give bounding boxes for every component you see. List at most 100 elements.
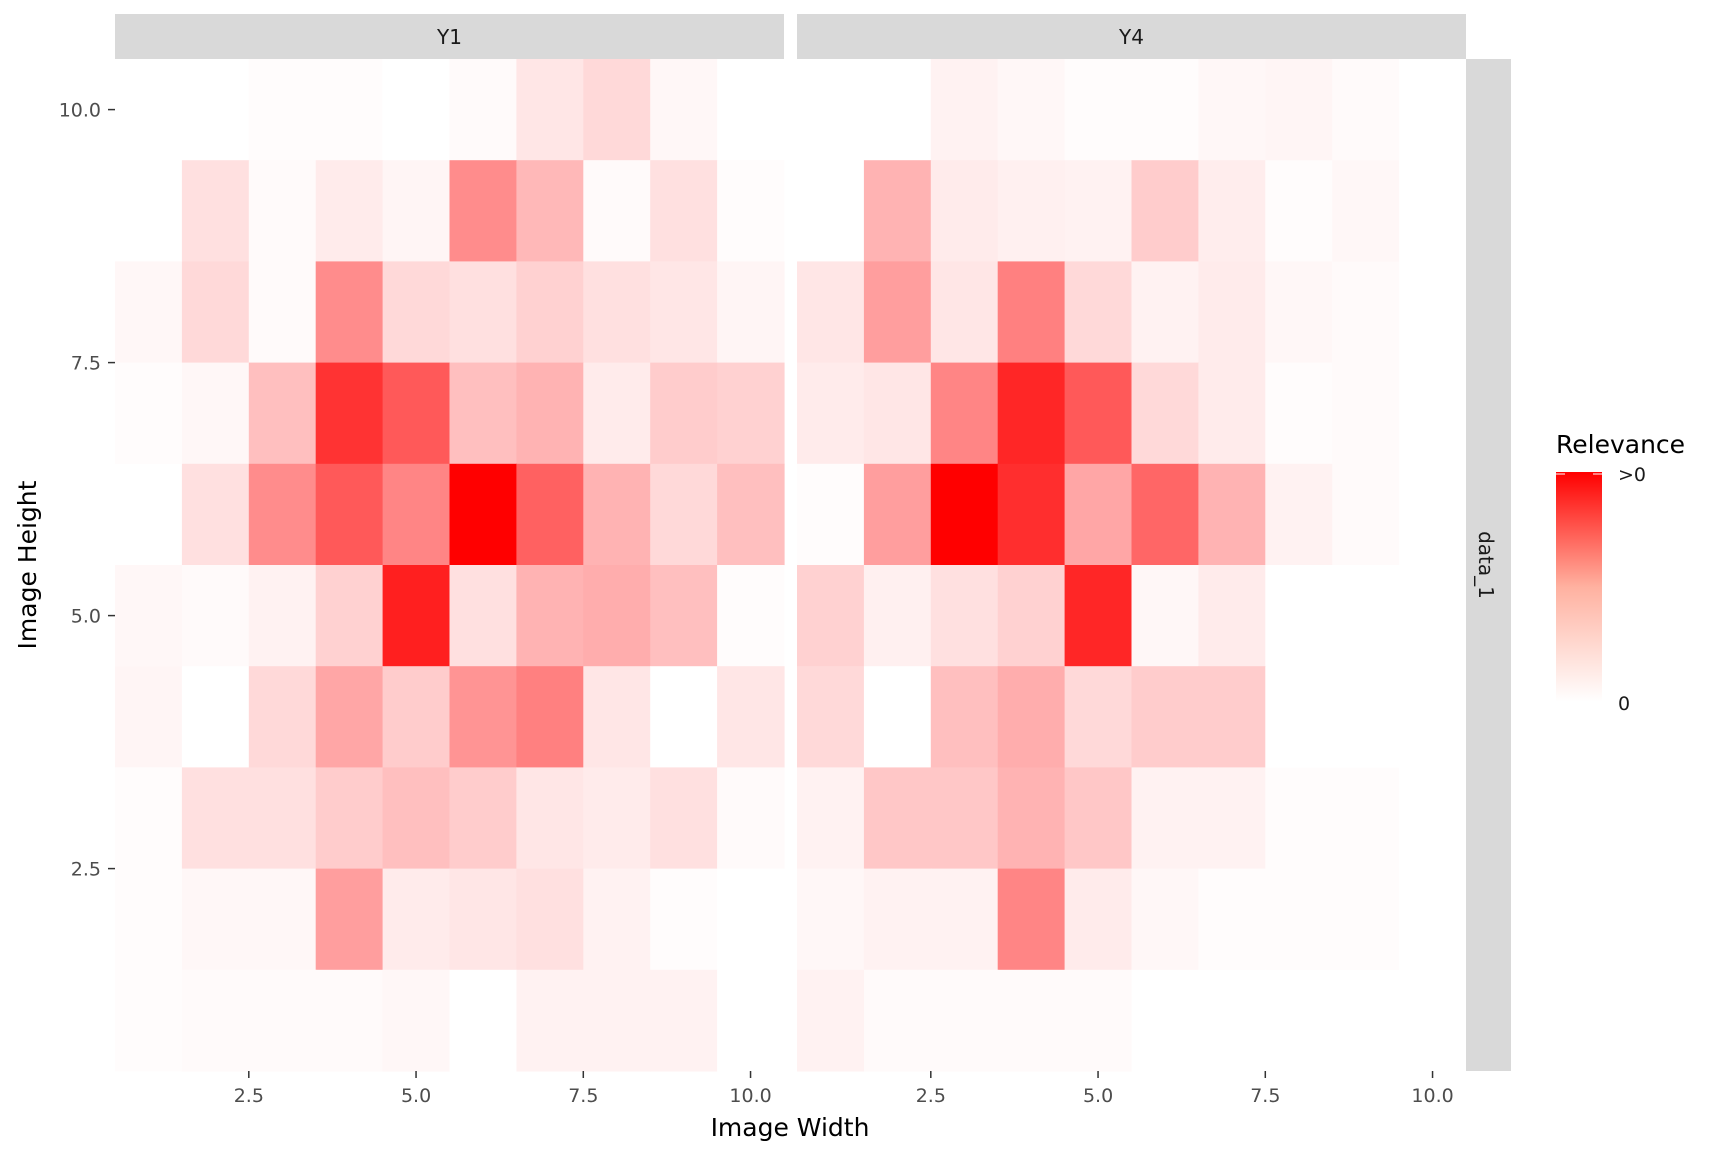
y-tick-label: 7.5 bbox=[71, 353, 101, 375]
heatmap-cell bbox=[863, 463, 932, 566]
x-tick-label: 5.0 bbox=[1083, 1085, 1113, 1107]
heatmap-cell bbox=[1399, 160, 1467, 262]
heatmap-cell bbox=[181, 969, 250, 1072]
heatmap-cell bbox=[797, 969, 865, 1072]
heatmap-cell bbox=[1198, 969, 1266, 1072]
heatmap-cell bbox=[863, 565, 932, 667]
x-tick-label: 10.0 bbox=[729, 1085, 771, 1107]
heatmap-cell bbox=[930, 362, 999, 465]
heatmap-cell bbox=[516, 666, 584, 768]
heatmap-cell bbox=[997, 666, 1066, 768]
heatmap-cell bbox=[650, 362, 718, 465]
heatmap-cell bbox=[930, 463, 999, 566]
heatmap-cell bbox=[997, 261, 1066, 364]
heatmap-cell bbox=[1332, 666, 1400, 768]
heatmap-cell bbox=[650, 565, 718, 667]
heatmap-cell bbox=[449, 565, 517, 667]
heatmap-cell bbox=[1198, 59, 1266, 161]
heatmap-cell bbox=[1332, 767, 1400, 870]
heatmap-cell bbox=[583, 666, 651, 768]
heatmap-cell bbox=[181, 767, 250, 870]
heatmap-cell bbox=[248, 868, 317, 971]
heatmap-cell bbox=[583, 362, 651, 465]
heatmap-cell bbox=[248, 362, 317, 465]
heatmap-cell bbox=[248, 59, 317, 161]
heatmap-cell bbox=[1332, 463, 1400, 566]
heatmap-cell bbox=[863, 160, 932, 262]
y-axis-title: Image Height bbox=[13, 480, 42, 649]
heatmap-cell bbox=[930, 565, 999, 667]
heatmap-cell bbox=[583, 160, 651, 262]
heatmap-cell bbox=[248, 261, 317, 364]
heatmap-cell bbox=[1265, 666, 1333, 768]
heatmap-cell bbox=[1131, 362, 1199, 465]
legend-colorbar bbox=[1556, 472, 1602, 702]
panel-y4: Y4 2.5 5.0 7.5 10.0 bbox=[797, 14, 1467, 1107]
heatmap-cell bbox=[863, 969, 932, 1072]
heatmap-cell bbox=[930, 261, 999, 364]
heatmap-cell bbox=[1198, 868, 1266, 971]
heatmap-cell bbox=[115, 969, 183, 1072]
heatmap-cell bbox=[717, 59, 785, 161]
heatmap-cell bbox=[248, 160, 317, 262]
heatmap-cell bbox=[1064, 868, 1133, 971]
heatmap-cell bbox=[1399, 463, 1467, 566]
heatmap-cell bbox=[315, 463, 384, 566]
heatmap-cell bbox=[863, 666, 932, 768]
heatmap-cell bbox=[382, 969, 451, 1072]
heatmap-cell bbox=[1131, 463, 1199, 566]
heatmap-cell bbox=[1399, 59, 1467, 161]
heatmap-cell bbox=[382, 160, 451, 262]
heatmap-cell bbox=[315, 565, 384, 667]
heatmap-cell bbox=[1265, 565, 1333, 667]
heatmap-cell bbox=[1332, 261, 1400, 364]
heatmap-cell bbox=[516, 160, 584, 262]
heatmap-cell bbox=[863, 868, 932, 971]
legend-title: Relevance bbox=[1556, 430, 1685, 459]
heatmap-cell bbox=[449, 463, 517, 566]
heatmap-cells-y4 bbox=[797, 59, 1467, 1072]
heatmap-cell bbox=[516, 767, 584, 870]
heatmap-cell bbox=[315, 767, 384, 870]
heatmap-cell bbox=[315, 160, 384, 262]
heatmap-cell bbox=[1399, 261, 1467, 364]
heatmap-cell bbox=[583, 565, 651, 667]
heatmap-cell bbox=[1131, 160, 1199, 262]
heatmap-cell bbox=[797, 463, 865, 566]
heatmap-cell bbox=[1332, 59, 1400, 161]
heatmap-cell bbox=[1332, 868, 1400, 971]
legend-label-high: >0 bbox=[1618, 464, 1646, 486]
heatmap-cell bbox=[583, 969, 651, 1072]
heatmap-cell bbox=[382, 767, 451, 870]
heatmap-cell bbox=[1198, 160, 1266, 262]
panel-strip-y4 bbox=[797, 14, 1466, 59]
heatmap-cell bbox=[1198, 565, 1266, 667]
heatmap-cell bbox=[181, 160, 250, 262]
heatmap-cell bbox=[930, 969, 999, 1072]
heatmap-cell bbox=[1399, 969, 1467, 1072]
heatmap-cell bbox=[315, 666, 384, 768]
heatmap-cell bbox=[115, 362, 183, 465]
x-axis-ticks-y4: 2.5 5.0 7.5 10.0 bbox=[916, 1071, 1454, 1107]
heatmap-cell bbox=[1399, 868, 1467, 971]
heatmap-cell bbox=[449, 59, 517, 161]
heatmap-cell bbox=[248, 666, 317, 768]
y-tick-label: 5.0 bbox=[71, 606, 101, 628]
heatmap-cell bbox=[115, 868, 183, 971]
heatmap-cell bbox=[1332, 362, 1400, 465]
heatmap-cell bbox=[650, 160, 718, 262]
heatmap-cell bbox=[181, 666, 250, 768]
heatmap-cell bbox=[248, 565, 317, 667]
heatmap-cell bbox=[650, 463, 718, 566]
heatmap-cell bbox=[315, 868, 384, 971]
heatmap-cell bbox=[930, 666, 999, 768]
heatmap-cell bbox=[1131, 565, 1199, 667]
heatmap-cell bbox=[717, 868, 785, 971]
heatmap-cell bbox=[248, 463, 317, 566]
heatmap-cell bbox=[115, 59, 183, 161]
heatmap-cell bbox=[650, 767, 718, 870]
heatmap-cell bbox=[315, 362, 384, 465]
x-tick-label: 7.5 bbox=[568, 1085, 598, 1107]
panel-strip-label-y1: Y1 bbox=[436, 25, 462, 49]
